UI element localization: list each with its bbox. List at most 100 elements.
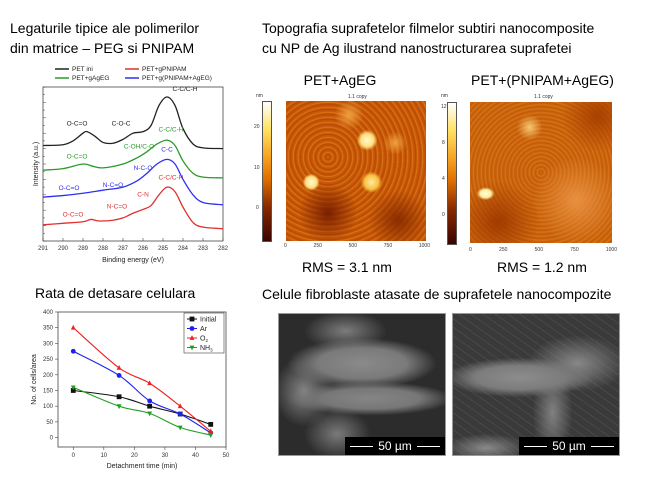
- legend-label-initial: Initial: [200, 317, 217, 324]
- afm-axis-1: 0 250 500 750 1000: [284, 243, 430, 249]
- data-point: [177, 403, 183, 409]
- x-tick-label: 282: [218, 246, 229, 252]
- peak-annotation: N-C=O: [103, 182, 123, 189]
- data-point: [189, 326, 195, 331]
- series-line-pet-ini: [42, 96, 224, 150]
- data-point: [177, 411, 183, 417]
- x-axis-label: Binding energy (eV): [102, 257, 164, 264]
- legend-label-ar: Ar: [200, 326, 208, 333]
- plot-frame: [57, 311, 227, 448]
- peak-annotation: C-OH/C-O: [124, 144, 154, 151]
- x-tick-label: 0: [72, 453, 76, 459]
- scale-label: 50 µm: [552, 439, 586, 453]
- y-axis-label: Intensity (a.u.): [33, 142, 40, 186]
- peak-annotation: O-C=O: [63, 211, 84, 218]
- legend-label: PET+gAgEG: [72, 75, 109, 82]
- series-line-pet-g-pnipam-ageg-: [42, 158, 224, 206]
- afm-label-2: PET+(PNIPAM+AgEG): [471, 72, 614, 88]
- afm-label-1: PET+AgEG: [303, 72, 377, 88]
- data-point: [147, 411, 153, 417]
- x-tick-label: 50: [223, 453, 230, 459]
- y-tick-label: 100: [43, 404, 54, 410]
- peak-annotation: C-C/C-H: [159, 174, 184, 181]
- xps-title-line1: Legaturile tipice ale polimerilor: [10, 20, 200, 36]
- x-tick-label: 288: [98, 246, 109, 252]
- y-tick-label: 50: [46, 420, 53, 426]
- rms-1: RMS = 3.1 nm: [302, 259, 392, 275]
- axis-tick: 1000: [605, 247, 617, 253]
- afm-image-pet-pnipam-ageg: [470, 102, 612, 243]
- axis-tick: 500: [348, 243, 357, 249]
- axis-tick: 0: [284, 243, 287, 249]
- detach-title: Rata de detasare celulara: [35, 285, 196, 301]
- axis-tick: 250: [499, 247, 508, 253]
- y-tick-label: 200: [43, 373, 54, 379]
- cbar-tick: 20: [254, 124, 260, 130]
- sem-image-1: 50 µm: [278, 313, 446, 456]
- x-tick-label: 40: [192, 453, 199, 459]
- y-tick-label: 300: [43, 341, 54, 347]
- y-tick-label: 350: [43, 326, 54, 332]
- data-point: [208, 428, 214, 434]
- peak-annotation: O-C=O: [67, 121, 88, 128]
- afm-img-title-2: 1.1 copy: [534, 94, 553, 100]
- afm-img-title-1: 1.1 copy: [348, 94, 367, 100]
- cbar-tick: 0: [256, 205, 259, 211]
- afm-unit-1: nm: [256, 93, 263, 99]
- peak-annotation: C-C: [161, 147, 173, 154]
- cbar-tick: 4: [442, 176, 445, 182]
- x-tick-label: 285: [158, 246, 169, 252]
- data-point: [208, 421, 214, 427]
- peak-annotation: N-C=O: [107, 204, 127, 211]
- legend-label: PET+g(PNIPAM+AgEG): [142, 75, 212, 82]
- peak-annotation: C-N: [137, 191, 149, 198]
- data-point: [189, 345, 195, 351]
- cbar-tick: 12: [441, 104, 447, 110]
- data-point: [147, 398, 153, 404]
- y-tick-label: 0: [50, 436, 54, 442]
- data-point: [116, 394, 122, 400]
- x-tick-label: 284: [178, 246, 189, 252]
- rms-2: RMS = 1.2 nm: [497, 259, 587, 275]
- data-point: [208, 433, 214, 438]
- peak-annotation: O-C=O: [59, 185, 80, 192]
- afm-title: Topografia suprafetelor filmelor subtiri…: [262, 18, 594, 58]
- afm-axis-2: 0 250 500 750 1000: [469, 247, 617, 253]
- x-tick-label: 287: [118, 246, 129, 252]
- x-tick-label: 283: [198, 246, 209, 252]
- sem-image-2: 50 µm: [452, 313, 620, 456]
- cbar-tick: 10: [254, 165, 260, 171]
- cbar-tick: 8: [442, 140, 445, 146]
- x-tick-label: 20: [131, 453, 138, 459]
- x-tick-label: 291: [38, 246, 49, 252]
- x-tick-label: 289: [78, 246, 89, 252]
- data-point: [70, 324, 76, 330]
- xps-chart: 291 290 289 288 287 286 285 284 283 282 Binding en…: [33, 66, 229, 264]
- afm-colorbar-2: [447, 102, 457, 245]
- data-point: [70, 348, 76, 354]
- series-line-pet-gpnipam: [42, 186, 224, 230]
- detachment-chart: 0 10 20 30 40 50 0 50 100 150 200 250 300 350 400 Detac…: [31, 310, 230, 470]
- xps-title-line2: din matrice – PEG si PNIPAM: [10, 40, 195, 56]
- x-tick-label: 30: [162, 453, 169, 459]
- data-point: [116, 404, 122, 410]
- afm-title-line1: Topografia suprafetelor filmelor subtiri…: [262, 20, 595, 36]
- afm-title-line2: cu NP de Ag ilustrand nanostructurarea s…: [262, 40, 572, 56]
- data-point: [189, 335, 195, 340]
- peak-annotation: C-C/C-H: [159, 127, 184, 134]
- data-point: [116, 373, 122, 378]
- data-point: [177, 425, 183, 431]
- scale-bar-2: 50 µm: [519, 437, 619, 455]
- legend-label-o2: O2: [200, 336, 208, 344]
- axis-tick: 750: [383, 243, 393, 249]
- x-axis-label: Detachment time (min): [107, 463, 178, 470]
- x-tick-label: 290: [58, 246, 69, 252]
- cbar-tick: 0: [442, 212, 445, 218]
- series-line-pet-gageg: [42, 139, 224, 179]
- xps-title: Legaturile tipice ale polimerilor din ma…: [10, 18, 199, 58]
- afm-image-pet-ageg: [286, 101, 426, 241]
- y-tick-label: 250: [43, 357, 54, 363]
- peak-annotation: O-C=O: [67, 154, 88, 161]
- y-tick-label: 150: [43, 388, 54, 394]
